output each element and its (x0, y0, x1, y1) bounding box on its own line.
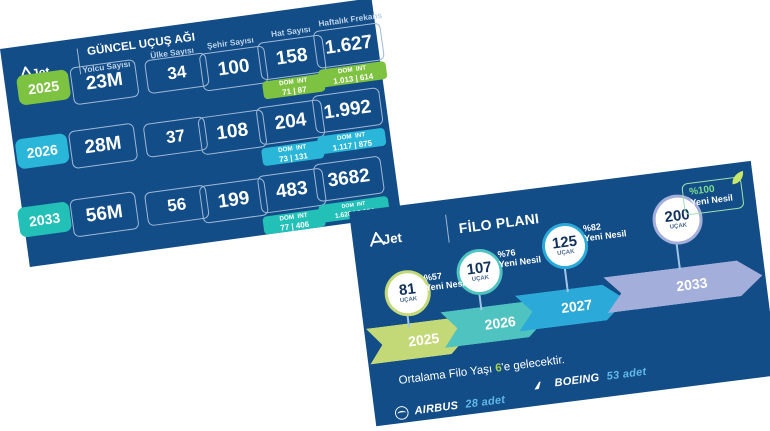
svg-text:Jet: Jet (382, 230, 403, 247)
